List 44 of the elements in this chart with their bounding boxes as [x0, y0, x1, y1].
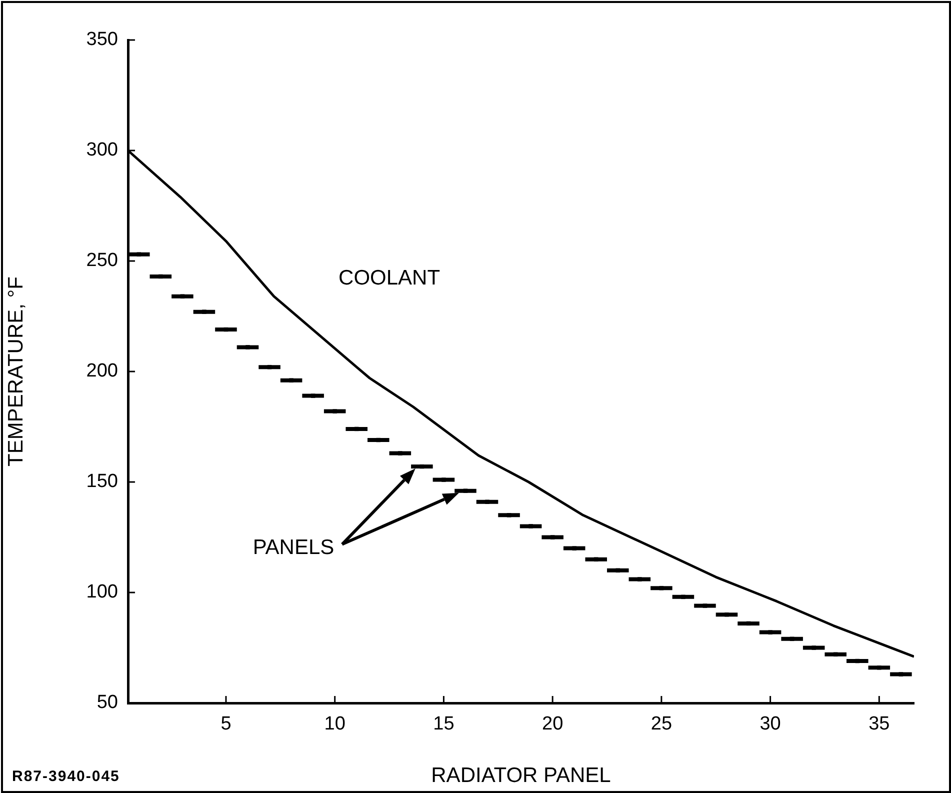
x-tick-label: 5	[220, 714, 232, 735]
point	[638, 577, 642, 582]
point	[398, 451, 402, 456]
point	[702, 604, 708, 608]
point	[594, 557, 598, 562]
text: R87-3940-045	[12, 768, 120, 785]
y-tick-label: 200	[86, 360, 118, 382]
point	[768, 630, 772, 634]
y-axis-title: TEMPERATURE, °F	[4, 276, 28, 467]
y-tick-label: 300	[86, 140, 118, 161]
y-tick-label: 150	[86, 471, 118, 492]
point	[310, 394, 316, 398]
point	[202, 310, 206, 314]
point	[289, 378, 294, 382]
point	[463, 488, 468, 493]
text: COOLANT	[338, 266, 440, 290]
point	[528, 524, 533, 528]
point	[724, 612, 729, 617]
point	[506, 513, 512, 518]
point	[681, 594, 686, 600]
point	[442, 478, 446, 482]
point	[877, 666, 882, 670]
y-tick-label: 50	[96, 692, 118, 714]
point	[898, 672, 904, 676]
x-axis-title: RADIATOR PANEL	[431, 764, 611, 788]
point	[246, 345, 250, 350]
point	[550, 535, 555, 540]
point	[332, 409, 337, 414]
point	[812, 646, 816, 650]
x-tick-label: 20	[542, 714, 564, 735]
point	[485, 500, 490, 504]
x-tick-label: 30	[760, 714, 781, 735]
point	[180, 294, 185, 298]
annotation: PANELS	[252, 536, 334, 560]
point	[136, 252, 142, 256]
x-tick-label: 10	[324, 714, 346, 735]
y-tick-label: 100	[86, 582, 118, 603]
x-tick-label: 35	[868, 714, 890, 735]
y-tick-label: 350	[86, 29, 118, 50]
x-tick-label: 15	[433, 714, 454, 735]
point	[572, 546, 576, 550]
x-tick-label: 25	[650, 714, 672, 735]
point	[158, 274, 163, 279]
y-tick-label: 250	[86, 250, 118, 272]
